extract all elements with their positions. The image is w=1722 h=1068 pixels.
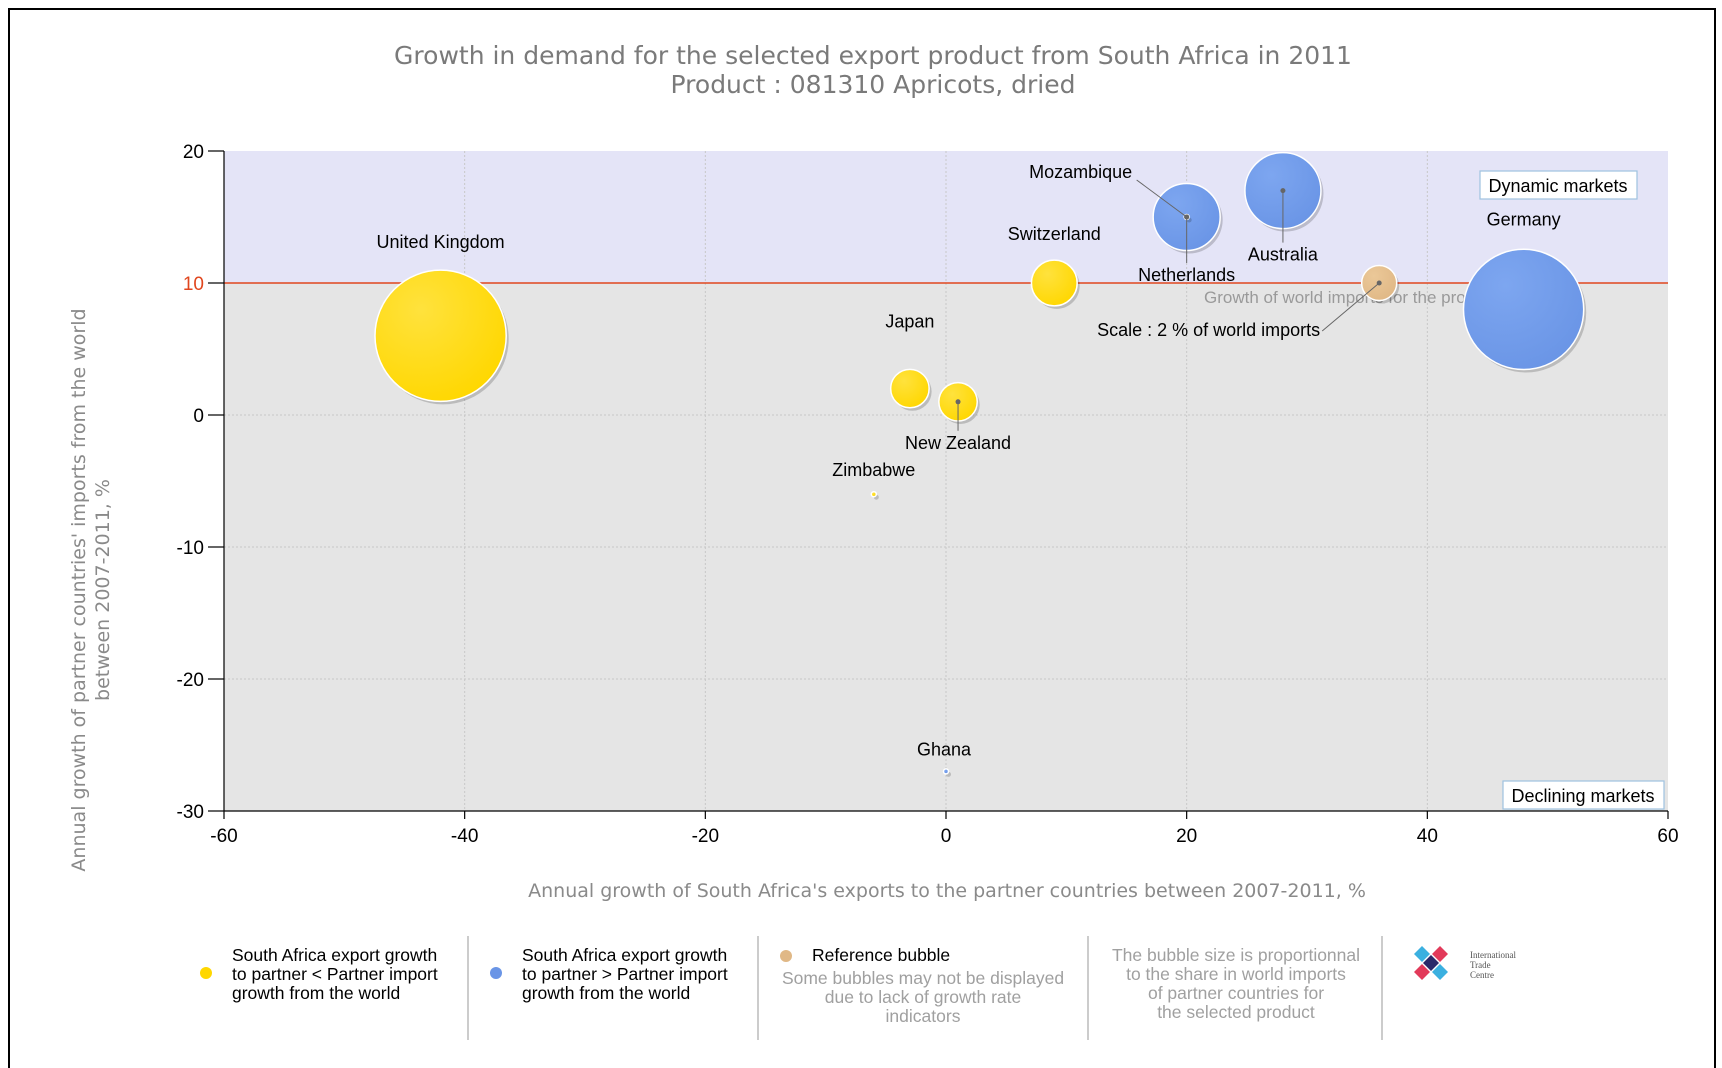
legend-yellow-line3: growth from the world (232, 983, 400, 1003)
y-tick-label: 10 (183, 274, 204, 295)
bubble-japan (889, 368, 930, 409)
legend-size-note2: to the share in world imports (1126, 964, 1346, 984)
y-axis-title: Annual growth of partner countries' impo… (68, 308, 114, 871)
legend-size-note1: The bubble size is proportionnal (1112, 945, 1360, 965)
legend-size-note3: of partner countries for (1148, 983, 1324, 1003)
bubbles (374, 151, 1587, 777)
legend-marker-yellow (200, 967, 212, 979)
leader-dot (955, 399, 961, 405)
bubble-switzerland (1030, 259, 1078, 307)
x-tick-label: -60 (210, 826, 237, 847)
legend-blue-line2: to partner > Partner import (522, 964, 728, 984)
scale-label: Scale : 2 % of world imports (1097, 320, 1320, 340)
legend-reference-note2: due to lack of growth rate (825, 987, 1022, 1007)
bubble-label: Mozambique (1029, 162, 1132, 182)
y-tick-label: -30 (177, 802, 204, 823)
leader-line (1136, 179, 1187, 218)
chart-title: Growth in demand for the selected export… (394, 41, 1352, 70)
legend-blue-line1: South Africa export growth (522, 945, 727, 965)
declining-markets-label: Declining markets (1511, 786, 1654, 806)
dynamic-markets-label: Dynamic markets (1488, 176, 1627, 196)
tick-labels: -60 -40 -20 0 20 40 60 20 10 0 -10 -20 -30 (177, 142, 1679, 847)
bubble-label: Zimbabwe (832, 460, 915, 480)
bubble-label: Netherlands (1138, 265, 1235, 285)
leader-dot (1280, 188, 1286, 194)
bubble-label: Japan (885, 312, 934, 332)
y-tick-label: -20 (177, 670, 204, 691)
legend-blue-line3: growth from the world (522, 983, 690, 1003)
x-tick-label: 40 (1417, 826, 1438, 847)
leader-line (1321, 282, 1380, 332)
leader-dot (1184, 214, 1190, 220)
legend-size-note4: the selected product (1157, 1002, 1315, 1022)
bubble-label: Ghana (917, 739, 972, 759)
legend-reference-title: Reference bubble (812, 945, 950, 965)
bubble-label: Switzerland (1008, 224, 1101, 244)
legend-reference-note1: Some bubbles may not be displayed (782, 968, 1064, 988)
legend-yellow-line2: to partner < Partner import (232, 964, 438, 984)
itc-logo-line2: Trade (1470, 960, 1491, 970)
leader-dot (1376, 280, 1382, 286)
bubble-label: New Zealand (905, 433, 1011, 453)
bubble-germany (1462, 248, 1585, 371)
x-tick-label: 0 (941, 826, 952, 847)
itc-logo-line1: International (1470, 950, 1516, 960)
legend: South Africa export growth to partner < … (200, 936, 1516, 1040)
bubble-united-kingdom (374, 269, 507, 403)
bubble-label: Australia (1248, 245, 1319, 265)
bubble-ghana (942, 768, 950, 775)
y-axis-title-line1: Annual growth of partner countries' impo… (68, 308, 90, 871)
y-tick-label: 0 (193, 406, 204, 427)
x-axis-title: Annual growth of South Africa's exports … (528, 880, 1366, 902)
legend-reference-note3: indicators (886, 1006, 961, 1026)
legend-marker-reference (780, 950, 792, 962)
dynamic-markets-box: Dynamic markets (1479, 170, 1638, 200)
bubble-label: Germany (1487, 209, 1561, 229)
chart-frame (8, 8, 1716, 1068)
legend-marker-blue (490, 967, 502, 979)
x-tick-label: -20 (692, 826, 719, 847)
itc-logo-icon: International Trade Centre (1414, 946, 1516, 980)
x-tick-label: 20 (1176, 826, 1197, 847)
chart-subtitle: Product : 081310 Apricots, dried (671, 70, 1076, 99)
bubble-zimbabwe (870, 490, 878, 498)
bubble-labels: United Kingdom Japan New Zealand Zimbabwe Sw… (377, 162, 1561, 759)
declining-markets-box: Declining markets (1502, 780, 1665, 810)
y-axis-title-line2: between 2007-2011, % (92, 479, 114, 701)
legend-yellow-line1: South Africa export growth (232, 945, 437, 965)
itc-logo-line3: Centre (1470, 970, 1494, 980)
x-tick-label: -40 (451, 826, 478, 847)
y-tick-label: -10 (177, 538, 204, 559)
y-tick-label: 20 (183, 142, 204, 163)
x-tick-label: 60 (1657, 826, 1678, 847)
bubble-label: United Kingdom (377, 232, 505, 252)
